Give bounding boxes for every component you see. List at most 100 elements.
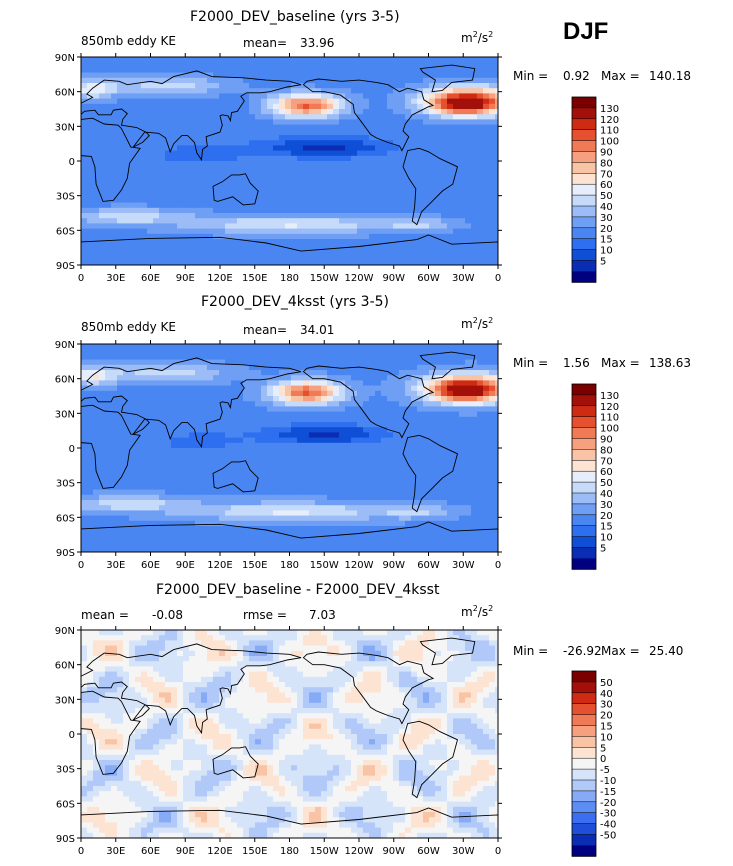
panel2-colorbar-swatch-15 [572, 547, 596, 559]
panel2-xtick-9: 90W [382, 560, 405, 571]
panel2-colorbar-label-5: 80 [600, 445, 613, 456]
panel2-xtick-12: 0 [495, 560, 501, 571]
panel1-coastline-2 [212, 173, 259, 206]
panel2-xtick-11: 30W [452, 560, 475, 571]
panel1-mean-label: mean= [243, 36, 288, 50]
panel1-ytick-0: 90N [55, 53, 75, 64]
panel2-colorbar-label-11: 20 [600, 511, 613, 522]
panel3-title: F2000_DEV_baseline - F2000_DEV_4ksst [156, 582, 440, 598]
panel2-colorbar-swatch-16 [572, 558, 596, 570]
panel2-title: F2000_DEV_4ksst (yrs 3-5) [201, 294, 390, 310]
panel1-colorbar-swatch-5 [572, 151, 596, 163]
panel3-coastline-3 [302, 651, 435, 725]
panel2-colorbar-label-7: 60 [600, 467, 613, 478]
panel1-xtick-1: 30E [106, 273, 125, 284]
panel3-colorbar-swatch-5 [572, 725, 596, 737]
panel2-xtick-4: 120E [207, 560, 232, 571]
panel2-colorbar-label-13: 10 [600, 533, 613, 544]
panel2-colorbar-swatch-1 [572, 394, 596, 407]
panel2-xtick-8: 120W [345, 560, 374, 571]
panel2-ytick-2: 30N [55, 409, 75, 420]
panel1-colorbar-swatch-1 [572, 107, 596, 120]
panel1-coastline-4 [419, 64, 476, 93]
panel3-mean-label: mean = [81, 608, 129, 622]
panel3-xtick-8: 120W [345, 846, 374, 857]
panel2-colorbar-swatch-7 [572, 460, 596, 472]
panel3-mean-value: -0.08 [152, 608, 184, 622]
panel1-colorbar-label-10: 30 [600, 213, 613, 224]
panel1-colorbar-label-6: 70 [600, 169, 613, 180]
panel1-colorbar-label-0: 130 [600, 104, 619, 115]
panel2-colorbar-label-9: 40 [600, 489, 613, 500]
panel3-coastline-5 [402, 720, 459, 799]
panel2-xtick-2: 60E [141, 560, 160, 571]
panel2-colorbar-label-12: 15 [600, 522, 613, 533]
panel2-colorbar-label-4: 90 [600, 435, 613, 446]
panel3-colorbar-label-1: 40 [600, 689, 613, 700]
panel3-colorbar-swatch-14 [572, 823, 596, 835]
panel3-rmse-value: 7.03 [309, 608, 336, 622]
panel3-colorbar-label-12: -30 [600, 809, 616, 820]
panel2-ytick-0: 90N [55, 340, 75, 351]
panel2-coastline-6 [81, 521, 498, 552]
panel1-xtick-10: 60W [417, 273, 440, 284]
panel3-xtick-0: 0 [78, 846, 84, 857]
panel1-colorbar-swatch-13 [572, 238, 596, 250]
panel3-min-value: -26.92 [563, 644, 602, 658]
panel1-colorbar-swatch-3 [572, 129, 596, 141]
panel2-units: m2/s2 [461, 316, 494, 331]
panel2-min-label: Min = [513, 356, 549, 370]
panel2-ytick-5: 60S [56, 513, 75, 524]
panel1-ytick-3: 0 [69, 157, 75, 168]
panel2-max-label: Max = [601, 356, 640, 370]
panel2-xtick-7: 150W [310, 560, 339, 571]
panel2-mean-value: 34.01 [300, 323, 335, 337]
panel1-title: F2000_DEV_baseline (yrs 3-5) [190, 9, 400, 25]
panel1-ytick-4: 30S [56, 192, 75, 203]
panel3-colorbar-label-14: -50 [600, 831, 616, 842]
panel1-colorbar-swatch-8 [572, 184, 596, 196]
panel3-colorbar-swatch-3 [572, 703, 596, 715]
panel1-colorbar-label-5: 80 [600, 158, 613, 169]
season-label: DJF [563, 18, 609, 45]
panel1-xtick-7: 150W [310, 273, 339, 284]
panel2-colorbar-swatch-13 [572, 525, 596, 537]
panel1-xtick-0: 0 [78, 273, 84, 284]
panel2-ytick-1: 60N [55, 375, 75, 386]
panel1-colorbar-swatch-6 [572, 162, 596, 174]
panel2-colorbar-label-0: 130 [600, 391, 619, 402]
panel3-xtick-6: 180 [280, 846, 299, 857]
panel1-colorbar-label-14: 5 [600, 257, 606, 268]
panel1-max-value: 140.18 [649, 69, 691, 83]
panel3-colorbar-label-8: -5 [600, 765, 610, 776]
panel1-colorbar-label-1: 120 [600, 115, 619, 126]
panel3-coastline-4 [419, 637, 476, 666]
panel2-coastline-3 [302, 365, 435, 439]
panel1-min-label: Min = [513, 69, 549, 83]
panel1-colorbar-swatch-14 [572, 249, 596, 261]
panel3-ytick-2: 30N [55, 695, 75, 706]
panel1-xtick-2: 60E [141, 273, 160, 284]
panel2-xtick-1: 30E [106, 560, 125, 571]
panel2-coastline-5 [402, 434, 459, 513]
panel1-colorbar-swatch-10 [572, 206, 596, 218]
panel2-colorbar-swatch-6 [572, 449, 596, 461]
panel3-colorbar-label-9: -10 [600, 776, 616, 787]
panel1-xtick-5: 150E [242, 273, 267, 284]
panel3-coastline-1 [81, 643, 302, 735]
panel1-xtick-3: 90E [176, 273, 195, 284]
panel3-colorbar-swatch-6 [572, 736, 596, 748]
panel1-colorbar-label-8: 50 [600, 191, 613, 202]
panel3-coastline-6 [81, 807, 498, 838]
panel1-xtick-6: 180 [280, 273, 299, 284]
panel3-colorbar-swatch-13 [572, 812, 596, 824]
panel3-colorbar-swatch-10 [572, 780, 596, 792]
panel1-colorbar-swatch-4 [572, 140, 596, 152]
panel2-colorbar-label-8: 50 [600, 478, 613, 489]
panel2-colorbar-swatch-5 [572, 438, 596, 450]
panel2-colorbar-swatch-3 [572, 416, 596, 428]
panel1-ytick-6: 90S [56, 261, 75, 272]
panel1-colorbar-swatch-16 [572, 271, 596, 283]
